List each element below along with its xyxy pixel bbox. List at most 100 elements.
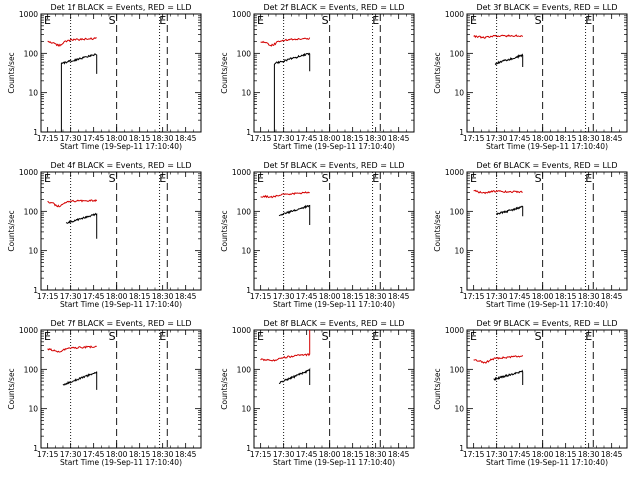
- x-tick-label: 17:30: [486, 450, 508, 459]
- lld-series-line: [260, 191, 310, 199]
- x-tick-label: 17:45: [83, 134, 105, 143]
- y-tick-label: 100: [450, 365, 465, 374]
- panel-title: Det 5f BLACK = Events, RED = LLD: [263, 161, 404, 170]
- x-tick-label: 18:15: [129, 450, 151, 459]
- x-tick-label: 17:30: [273, 450, 295, 459]
- marker-label: E: [44, 330, 51, 343]
- x-tick-label: 18:30: [365, 450, 387, 459]
- panel-1: Det 1f BLACK = Events, RED = LLD 1 10 100 10…: [7, 3, 202, 151]
- x-tick-label: 17:30: [486, 134, 508, 143]
- y-axis-label: Counts/sec: [433, 52, 442, 93]
- y-tick-label: 100: [24, 365, 39, 374]
- y-tick-label: 1000: [445, 10, 464, 19]
- y-tick-label: 100: [24, 49, 39, 58]
- x-tick-label: 17:30: [486, 292, 508, 301]
- lld-series-line: [260, 37, 311, 47]
- x-tick-label: 18:15: [342, 292, 364, 301]
- panel-7: Det 7f BLACK = Events, RED = LLD 1 10 100 10…: [7, 319, 202, 467]
- x-tick-label: 18:15: [555, 292, 577, 301]
- marker-label: E: [159, 330, 166, 343]
- events-series-line: [62, 371, 98, 390]
- x-tick-label: 18:45: [601, 450, 623, 459]
- y-tick-label: 10: [241, 247, 251, 256]
- marker-label: S: [109, 14, 116, 27]
- x-tick-label: 18:45: [175, 134, 197, 143]
- x-tick-label: 17:45: [296, 450, 318, 459]
- marker-label: E: [470, 330, 477, 343]
- x-tick-label: 18:00: [319, 292, 341, 301]
- events-series-line: [273, 52, 311, 132]
- x-axis-label: Start Time (19-Sep-11 17:10:40): [273, 142, 395, 151]
- y-tick-label: 100: [237, 365, 252, 374]
- panel-2: Det 2f BLACK = Events, RED = LLD 1 10 100 10…: [220, 3, 415, 151]
- x-tick-label: 18:30: [578, 292, 600, 301]
- x-tick-label: 18:15: [555, 134, 577, 143]
- y-tick-label: 1: [459, 286, 464, 295]
- y-tick-label: 100: [450, 207, 465, 216]
- y-tick-label: 1: [246, 286, 251, 295]
- lld-series-line: [47, 198, 98, 208]
- y-axis-label: Counts/sec: [7, 210, 16, 251]
- events-series-line: [496, 205, 524, 217]
- panel-3: Det 3f BLACK = Events, RED = LLD 1 10 100 10…: [433, 3, 628, 151]
- x-tick-label: 18:45: [601, 134, 623, 143]
- panel-title: Det 2f BLACK = Events, RED = LLD: [263, 3, 404, 12]
- y-tick-label: 1: [33, 128, 38, 137]
- panel-title: Det 6f BLACK = Events, RED = LLD: [476, 161, 617, 170]
- lld-series-line: [47, 37, 97, 47]
- x-axis-label: Start Time (19-Sep-11 17:10:40): [60, 142, 182, 151]
- plot-frame: [253, 171, 415, 291]
- panel-title: Det 4f BLACK = Events, RED = LLD: [50, 161, 191, 170]
- panel-8: Det 8f BLACK = Events, RED = LLD 1 10 100 10…: [220, 319, 415, 467]
- y-tick-label: 1: [246, 444, 251, 453]
- lld-series-line: [47, 345, 97, 353]
- y-tick-label: 10: [454, 405, 464, 414]
- marker-label: E: [159, 172, 166, 185]
- panel-9: Det 9f BLACK = Events, RED = LLD 1 10 100 10…: [433, 319, 628, 467]
- x-axis-label: Start Time (19-Sep-11 17:10:40): [273, 458, 395, 467]
- plot-frame: [40, 329, 202, 449]
- x-tick-label: 18:45: [175, 450, 197, 459]
- x-tick-label: 17:15: [250, 450, 272, 459]
- y-tick-label: 1000: [445, 168, 464, 177]
- y-tick-label: 100: [237, 49, 252, 58]
- x-tick-label: 17:15: [250, 292, 272, 301]
- x-axis-label: Start Time (19-Sep-11 17:10:40): [486, 142, 608, 151]
- marker-label: E: [159, 14, 166, 27]
- lld-series-line: [473, 189, 523, 195]
- x-tick-label: 18:00: [532, 450, 554, 459]
- x-tick-label: 18:00: [106, 134, 128, 143]
- marker-label: E: [470, 14, 477, 27]
- plot-frame: [466, 329, 628, 449]
- x-tick-label: 17:45: [296, 292, 318, 301]
- x-tick-label: 17:15: [463, 292, 485, 301]
- x-tick-label: 18:15: [342, 450, 364, 459]
- marker-label: S: [535, 14, 542, 27]
- events-series-line: [278, 204, 311, 225]
- y-axis-label: Counts/sec: [433, 368, 442, 409]
- y-tick-label: 1000: [19, 326, 38, 335]
- y-tick-label: 1: [33, 286, 38, 295]
- x-tick-label: 18:30: [578, 450, 600, 459]
- events-series-line: [494, 53, 524, 67]
- plot-frame: [253, 13, 415, 133]
- marker-label: E: [44, 172, 51, 185]
- y-tick-label: 1000: [232, 326, 251, 335]
- plot-frame: [466, 171, 628, 291]
- marker-label: S: [109, 172, 116, 185]
- y-axis-label: Counts/sec: [220, 52, 229, 93]
- plot-frame: [466, 13, 628, 133]
- x-axis-label: Start Time (19-Sep-11 17:10:40): [60, 458, 182, 467]
- y-tick-label: 100: [450, 49, 465, 58]
- lld-series-line: [473, 355, 524, 364]
- y-tick-label: 10: [241, 89, 251, 98]
- y-tick-label: 10: [28, 89, 38, 98]
- y-tick-label: 10: [454, 89, 464, 98]
- x-tick-label: 17:30: [60, 450, 82, 459]
- x-tick-label: 17:30: [273, 292, 295, 301]
- x-tick-label: 17:15: [37, 292, 59, 301]
- y-axis-label: Counts/sec: [220, 368, 229, 409]
- y-tick-label: 1000: [232, 168, 251, 177]
- y-tick-label: 10: [241, 405, 251, 414]
